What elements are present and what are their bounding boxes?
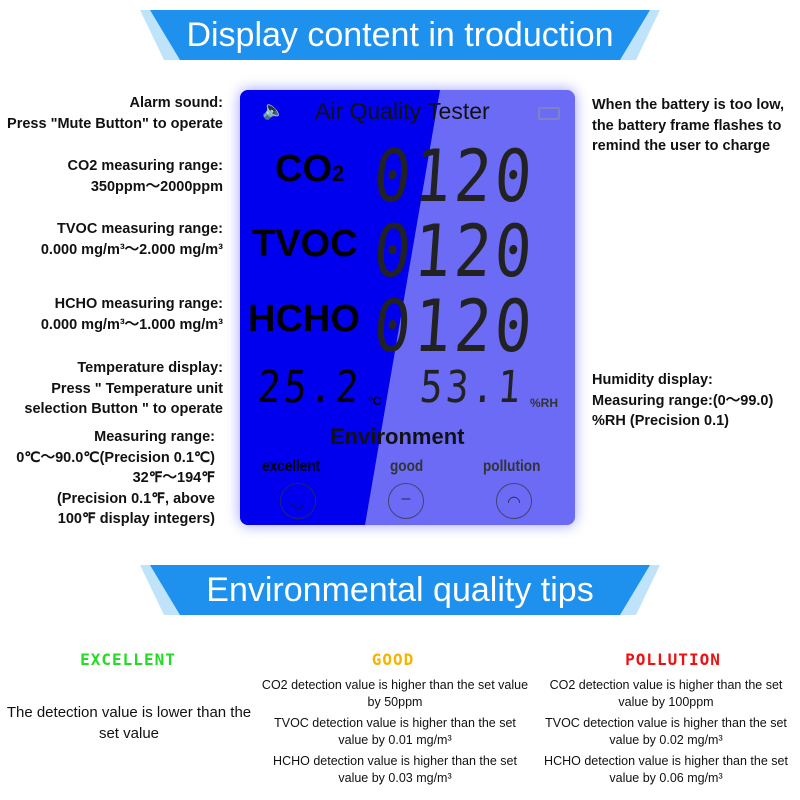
note-temp: Temperature display: Press " Temperature … [24, 360, 223, 417]
temperature-value: 25.2 [256, 362, 364, 413]
lcd-title: Air Quality Tester [315, 98, 490, 124]
note-tvoc: TVOC measuring range: 0.000 mg/m³～2.000 m… [40, 221, 223, 258]
lcd-display: 🔈 Air Quality Tester CO2 TVOC HCHO 0120 … [240, 90, 575, 525]
note-battery: When the battery is too low, the battery … [592, 97, 784, 154]
tip-good-item: CO2 detection value is higher than the s… [261, 678, 529, 709]
speaker-icon: 🔈 [262, 100, 285, 120]
tvoc-label: TVOC [252, 223, 358, 265]
tip-excellent-text: The detection value is lower than the se… [6, 704, 252, 742]
level-excellent: excellent [262, 458, 321, 475]
note-humidity: Humidity display: Measuring range:(0～99.0… [592, 372, 774, 429]
tip-good-list: CO2 detection value is higher than the s… [258, 677, 532, 787]
tip-pollution-item: TVOC detection value is higher than the … [545, 716, 787, 747]
tip-pollution-title: POLLUTION [625, 650, 721, 669]
tip-good-title: GOOD [371, 650, 415, 669]
humidity-value: 53.1 [418, 362, 526, 413]
tip-good-item: TVOC detection value is higher than the … [274, 716, 516, 747]
banner-top: Display content in troduction [0, 10, 800, 60]
hcho-value: 0120 [371, 284, 538, 368]
tip-excellent-title: EXCELLENT [80, 650, 176, 669]
tip-good-item: HCHO detection value is higher than the … [273, 754, 517, 785]
co2-label: CO2 [275, 148, 345, 190]
note-alarm: Alarm sound: Press "Mute Button" to opera… [7, 95, 223, 132]
smile-face-icon: ◡ [280, 483, 316, 519]
tip-pollution-item: CO2 detection value is higher than the s… [549, 678, 783, 709]
level-pollution: pollution [483, 458, 541, 475]
banner-title: Display content in troduction [150, 10, 650, 60]
note-hcho: HCHO measuring range: 0.000 mg/m³～1.000 m… [40, 296, 223, 333]
neutral-face-icon: – [388, 483, 424, 519]
banner-bottom: Environmental quality tips [0, 565, 800, 615]
co2-value: 0120 [371, 134, 538, 218]
note-co2: CO2 measuring range: 350ppm～2000ppm [67, 158, 223, 195]
sad-face-icon: ◠ [496, 483, 532, 519]
tip-pollution-item: HCHO detection value is higher than the … [544, 754, 788, 785]
humidity-unit: %RH [530, 396, 559, 410]
temperature-unit: °C [368, 394, 382, 408]
tip-pollution-list: CO2 detection value is higher than the s… [534, 677, 798, 787]
battery-icon [538, 107, 560, 120]
level-good: good [390, 458, 424, 475]
banner-title: Environmental quality tips [150, 565, 650, 615]
environment-label: Environment [330, 424, 465, 449]
hcho-label: HCHO [248, 298, 360, 340]
note-range: Measuring range: 0℃～90.0℃(Precision 0.1℃)… [16, 429, 215, 527]
tvoc-value: 0120 [371, 209, 538, 293]
